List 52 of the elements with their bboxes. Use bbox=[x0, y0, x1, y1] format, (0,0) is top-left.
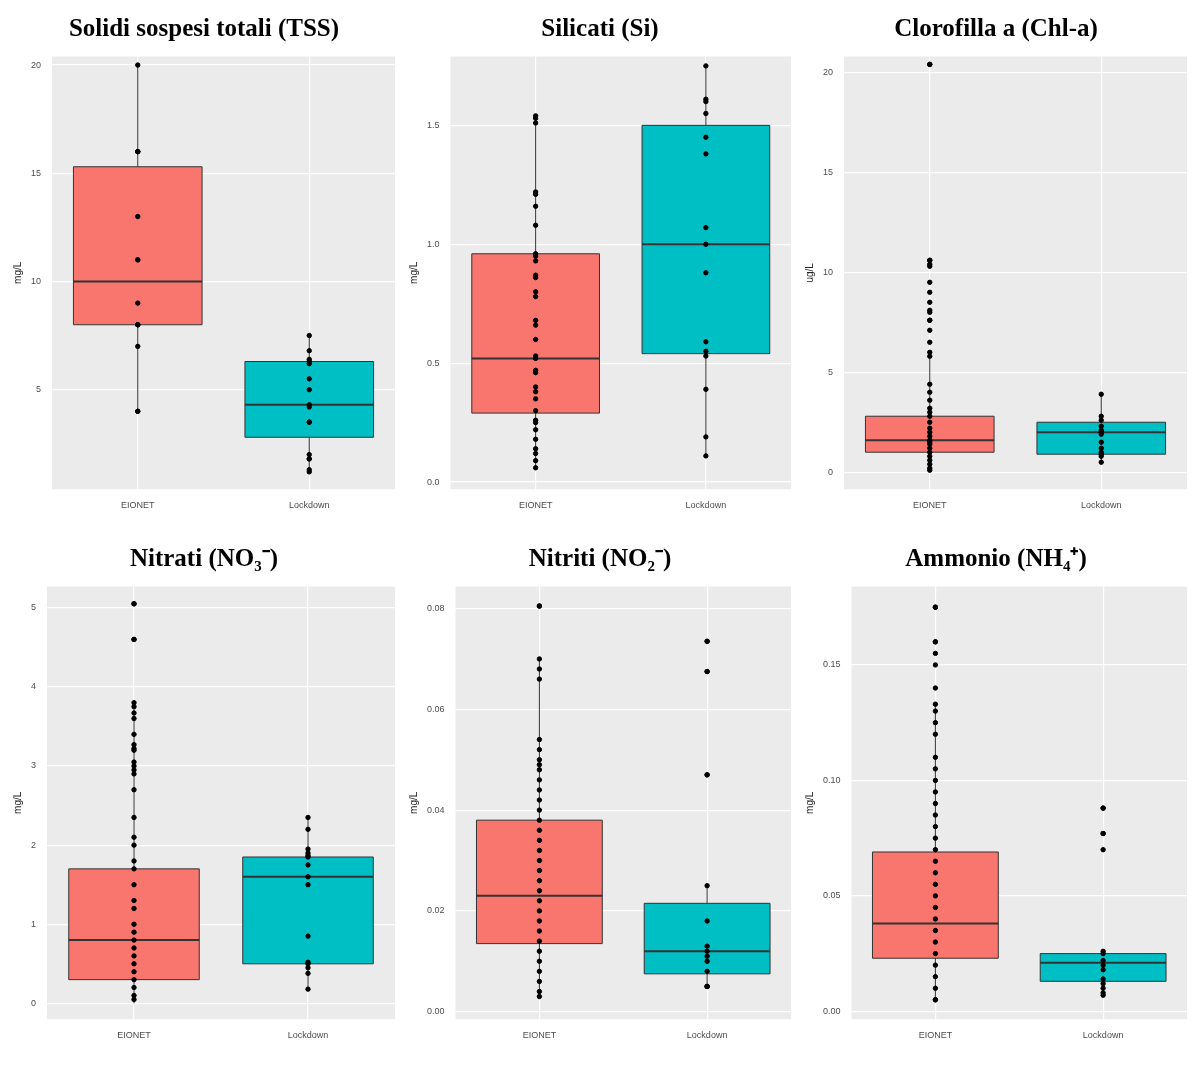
y-tick-label: 1 bbox=[30, 918, 37, 929]
y-tick-label: 5 bbox=[30, 602, 37, 613]
x-tick-label: Lockdown bbox=[1080, 500, 1122, 511]
y-axis-title: mg/L bbox=[407, 791, 419, 814]
chart-title: Nitriti (NO₂⁻) bbox=[527, 543, 673, 574]
chart-title: Clorofilla a (Chl-a) bbox=[893, 13, 1099, 44]
y-tick-label: 0.15 bbox=[822, 659, 841, 670]
y-tick-label: 0.0 bbox=[427, 476, 440, 487]
y-tick-label: 0.06 bbox=[426, 703, 445, 714]
x-tick-label: Lockdown bbox=[685, 500, 727, 511]
y-tick-label: 2 bbox=[30, 839, 37, 850]
y-tick-label: 20 bbox=[823, 66, 834, 77]
y-tick-label: 20 bbox=[31, 59, 42, 70]
x-tick-label: Lockdown bbox=[287, 1030, 329, 1041]
x-tick-label: EIONET bbox=[918, 1030, 953, 1041]
chart-title: Nitrati (NO₃⁻) bbox=[128, 543, 280, 574]
x-tick-label: EIONET bbox=[117, 1030, 152, 1041]
y-axis-title: ug/L bbox=[803, 262, 815, 283]
y-tick-label: 5 bbox=[36, 384, 42, 395]
y-tick-label: 10 bbox=[31, 275, 42, 286]
x-tick-label: Lockdown bbox=[686, 1030, 728, 1041]
x-tick-label: EIONET bbox=[518, 500, 553, 511]
y-tick-label: 0.10 bbox=[822, 774, 841, 785]
y-tick-label: 15 bbox=[823, 166, 834, 177]
y-tick-label: 1.0 bbox=[427, 238, 440, 249]
y-tick-label: 3 bbox=[30, 760, 37, 771]
y-tick-label: 0.04 bbox=[426, 804, 445, 815]
chart-title: Silicati (Si) bbox=[540, 13, 660, 44]
y-tick-label: 0 bbox=[828, 466, 834, 477]
x-tick-label: EIONET bbox=[121, 500, 156, 511]
y-tick-label: 0.05 bbox=[822, 890, 841, 901]
chart-title: Ammonio (NH₄⁺) bbox=[904, 543, 1088, 574]
y-tick-label: 0.00 bbox=[426, 1006, 445, 1017]
y-tick-label: 0.02 bbox=[426, 905, 445, 916]
x-tick-label: Lockdown bbox=[288, 500, 330, 511]
x-tick-label: Lockdown bbox=[1082, 1030, 1124, 1041]
y-tick-label: 5 bbox=[828, 366, 834, 377]
y-axis-title: mg/L bbox=[407, 261, 419, 284]
x-tick-label: EIONET bbox=[522, 1030, 557, 1041]
y-tick-label: 0.00 bbox=[822, 1005, 841, 1016]
y-tick-label: 1.5 bbox=[427, 119, 440, 130]
y-tick-label: 15 bbox=[31, 167, 42, 178]
y-axis-title: mg/L bbox=[11, 791, 23, 814]
y-axis-title: mg/L bbox=[11, 261, 23, 284]
y-axis-title: mg/L bbox=[803, 791, 815, 814]
x-tick-label: EIONET bbox=[913, 500, 948, 511]
y-tick-label: 0.5 bbox=[427, 357, 440, 368]
chart-title: Solidi sospesi totali (TSS) bbox=[67, 13, 341, 44]
y-tick-label: 0 bbox=[30, 997, 37, 1008]
y-tick-label: 4 bbox=[30, 681, 37, 692]
y-tick-label: 0.08 bbox=[426, 603, 445, 614]
y-tick-label: 10 bbox=[823, 266, 834, 277]
